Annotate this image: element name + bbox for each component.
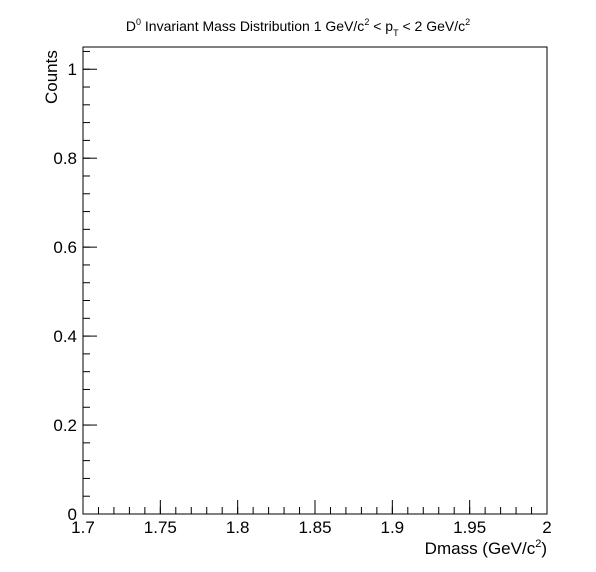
x-axis-label: Dmass (GeV/c2) bbox=[425, 538, 547, 558]
y-tick-label: 0.2 bbox=[53, 416, 77, 435]
x-axis-tick-labels: 1.7 1.75 1.8 1.85 1.9 1.95 2 bbox=[71, 518, 552, 537]
x-tick-label: 1.85 bbox=[298, 518, 331, 537]
x-tick-label: 1.8 bbox=[226, 518, 250, 537]
y-axis-tick-labels: 0 0.2 0.4 0.6 0.8 1 bbox=[53, 60, 77, 524]
y-tick-label: 0 bbox=[68, 505, 77, 524]
y-tick-label: 0.6 bbox=[53, 238, 77, 257]
y-tick-label: 0.4 bbox=[53, 327, 77, 346]
y-tick-label: 1 bbox=[68, 60, 77, 79]
x-tick-label: 2 bbox=[542, 518, 551, 537]
x-tick-label: 1.75 bbox=[144, 518, 177, 537]
x-tick-label: 1.95 bbox=[453, 518, 486, 537]
y-tick-label: 0.8 bbox=[53, 149, 77, 168]
x-tick-label: 1.9 bbox=[381, 518, 405, 537]
x-tick-label: 1.7 bbox=[71, 518, 95, 537]
y-axis-label: Counts bbox=[42, 50, 61, 104]
y-axis-ticks bbox=[83, 50, 97, 515]
chart-title: D0 Invariant Mass Distribution 1 GeV/c2 … bbox=[126, 17, 470, 38]
x-axis-ticks bbox=[82, 500, 548, 514]
